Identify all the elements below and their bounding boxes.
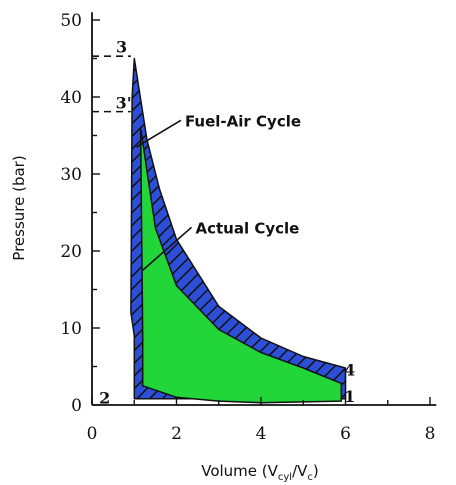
x-tick-label-8: 8: [425, 424, 436, 444]
cycle-regions: [130, 57, 347, 404]
actual-cycle-region: [139, 127, 343, 404]
dashed-reference-lines: [92, 55, 347, 399]
x-tick-label-6: 6: [340, 424, 351, 444]
y-axis-label: Pressure (bar): [10, 155, 28, 260]
y-tick-label-30: 30: [60, 165, 82, 185]
x-tick-label-4: 4: [256, 424, 267, 444]
y-tick-label-10: 10: [60, 319, 82, 339]
y-tick-label-20: 20: [60, 242, 82, 262]
state-point-4: 4: [344, 361, 355, 380]
state-point-2: 2: [99, 388, 110, 407]
fuel-air-cycle-label: Fuel-Air Cycle: [185, 112, 301, 130]
actual-cycle-label: Actual Cycle: [196, 219, 300, 237]
state-point-3: 3: [116, 37, 127, 56]
actual-cycle-leader-line: [142, 226, 193, 271]
fuel-air-cycle-leader-line: [135, 119, 182, 148]
axes: [91, 12, 437, 406]
y-tick-label-50: 50: [60, 11, 82, 31]
annotations: Fuel-Air Cycle Actual Cycle: [135, 112, 301, 271]
x-tick-label-0: 0: [87, 424, 98, 444]
y-tick-label-40: 40: [60, 88, 82, 108]
state-point-1: 1: [344, 387, 355, 406]
x-tick-label-2: 2: [171, 424, 182, 444]
y-tick-label-0: 0: [71, 396, 82, 416]
state-point-labels: 3 3' 2 4 1: [99, 37, 355, 407]
state-point-3prime: 3': [116, 94, 132, 113]
x-axis-label: Volume (Vcyl/Vc): [201, 462, 319, 483]
